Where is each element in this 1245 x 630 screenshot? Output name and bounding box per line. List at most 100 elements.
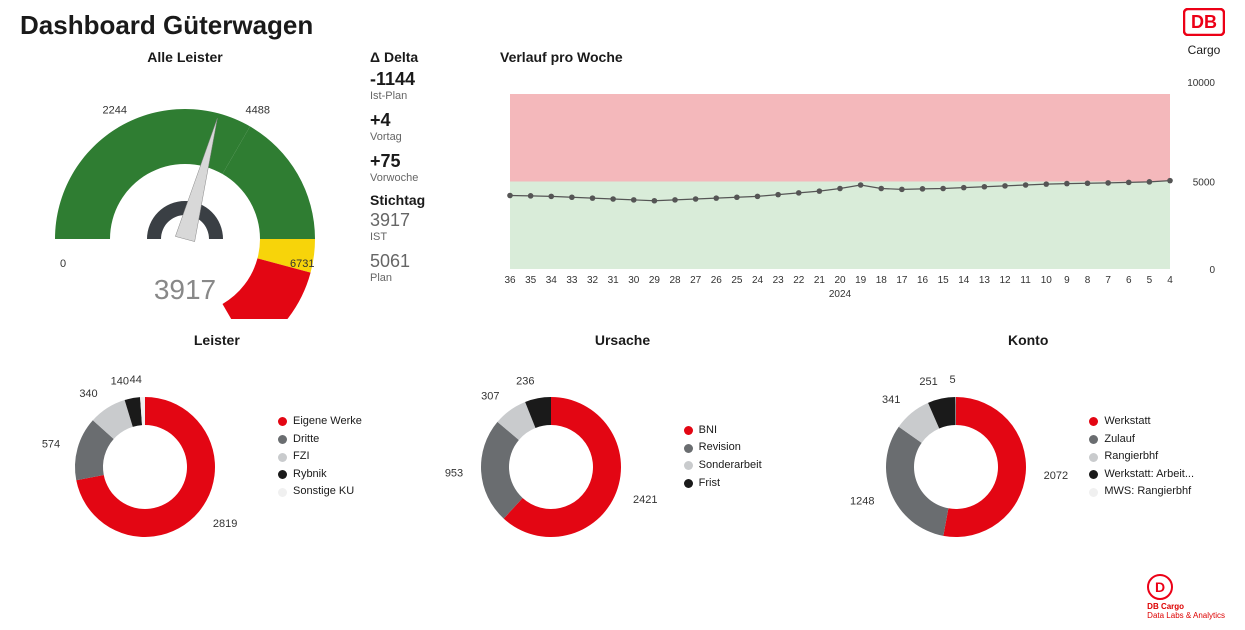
svg-text:10: 10 bbox=[1041, 275, 1053, 286]
legend-dot-icon bbox=[278, 453, 287, 462]
gauge-chart: 39170673122444488 bbox=[20, 69, 350, 319]
legend-dot-icon bbox=[278, 488, 287, 497]
legend-label: BNI bbox=[699, 422, 717, 440]
legend-dot-icon bbox=[1089, 453, 1098, 462]
svg-text:35: 35 bbox=[525, 275, 537, 286]
legend-item: Revision bbox=[684, 439, 762, 457]
svg-text:5: 5 bbox=[1147, 275, 1153, 286]
svg-text:7: 7 bbox=[1105, 275, 1111, 286]
legend-label: Frist bbox=[699, 475, 720, 493]
svg-text:25: 25 bbox=[731, 275, 743, 286]
line-chart: 1000050000363534333231302928272625242322… bbox=[500, 69, 1220, 309]
legend-item: FZI bbox=[278, 448, 362, 466]
donut-title: Konto bbox=[831, 332, 1225, 348]
legend-item: Sonderarbeit bbox=[684, 457, 762, 475]
svg-text:13: 13 bbox=[979, 275, 991, 286]
gauge-title: Alle Leister bbox=[20, 49, 350, 65]
svg-text:2819: 2819 bbox=[213, 518, 237, 530]
svg-text:4: 4 bbox=[1167, 275, 1173, 286]
svg-text:5: 5 bbox=[950, 374, 956, 386]
legend-dot-icon bbox=[684, 444, 693, 453]
legend-item: Rybnik bbox=[278, 466, 362, 484]
svg-text:16: 16 bbox=[917, 275, 929, 286]
svg-text:19: 19 bbox=[855, 275, 867, 286]
svg-text:33: 33 bbox=[566, 275, 578, 286]
svg-text:8: 8 bbox=[1085, 275, 1091, 286]
legend-label: Rangierbhf bbox=[1104, 448, 1158, 466]
svg-text:11: 11 bbox=[1020, 275, 1031, 286]
delta-value: +4 bbox=[370, 110, 480, 131]
legend-dot-icon bbox=[1089, 488, 1098, 497]
svg-text:340: 340 bbox=[79, 388, 97, 400]
svg-text:23: 23 bbox=[773, 275, 785, 286]
svg-text:32: 32 bbox=[587, 275, 599, 286]
svg-text:15: 15 bbox=[938, 275, 950, 286]
brand-logo: DB Cargo bbox=[1183, 8, 1225, 57]
svg-text:2072: 2072 bbox=[1044, 470, 1068, 482]
svg-text:140: 140 bbox=[111, 375, 129, 387]
legend-label: Dritte bbox=[293, 431, 319, 449]
footer-logo: D DB Cargo Data Labs & Analytics bbox=[1147, 574, 1225, 620]
svg-text:21: 21 bbox=[814, 275, 826, 286]
donut-legend: WerkstattZulaufRangierbhfWerkstatt: Arbe… bbox=[1089, 413, 1194, 501]
svg-text:2421: 2421 bbox=[633, 494, 657, 506]
legend-label: Revision bbox=[699, 439, 741, 457]
delta-label: Vortag bbox=[370, 131, 480, 143]
svg-text:14: 14 bbox=[958, 275, 970, 286]
legend-item: Dritte bbox=[278, 431, 362, 449]
svg-text:6: 6 bbox=[1126, 275, 1132, 286]
svg-text:27: 27 bbox=[690, 275, 702, 286]
delta-value: -1144 bbox=[370, 69, 480, 90]
legend-item: Werkstatt: Arbeit... bbox=[1089, 466, 1194, 484]
svg-text:44: 44 bbox=[130, 374, 142, 386]
legend-label: Sonstige KU bbox=[293, 483, 354, 501]
legend-item: Werkstatt bbox=[1089, 413, 1194, 431]
svg-text:29: 29 bbox=[649, 275, 661, 286]
svg-text:34: 34 bbox=[546, 275, 558, 286]
svg-text:1248: 1248 bbox=[850, 495, 874, 507]
legend-label: FZI bbox=[293, 448, 310, 466]
stichtag-ist-label: IST bbox=[370, 231, 480, 243]
svg-text:D: D bbox=[1155, 579, 1165, 595]
legend-item: Rangierbhf bbox=[1089, 448, 1194, 466]
donut-chart: 207212483412515 bbox=[831, 352, 1081, 562]
legend-label: MWS: Rangierbhf bbox=[1104, 483, 1191, 501]
svg-text:31: 31 bbox=[608, 275, 620, 286]
legend-item: Sonstige KU bbox=[278, 483, 362, 501]
stichtag-plan-label: Plan bbox=[370, 272, 480, 284]
svg-text:4488: 4488 bbox=[246, 104, 270, 116]
svg-text:30: 30 bbox=[628, 275, 640, 286]
svg-text:24: 24 bbox=[752, 275, 764, 286]
svg-text:3917: 3917 bbox=[154, 274, 216, 305]
svg-text:18: 18 bbox=[876, 275, 888, 286]
svg-text:22: 22 bbox=[793, 275, 805, 286]
svg-text:26: 26 bbox=[711, 275, 723, 286]
svg-text:0: 0 bbox=[1209, 265, 1215, 276]
legend-item: MWS: Rangierbhf bbox=[1089, 483, 1194, 501]
legend-dot-icon bbox=[278, 417, 287, 426]
svg-text:20: 20 bbox=[834, 275, 846, 286]
legend-dot-icon bbox=[1089, 470, 1098, 479]
legend-item: Zulauf bbox=[1089, 431, 1194, 449]
legend-item: Eigene Werke bbox=[278, 413, 362, 431]
donut-legend: Eigene WerkeDritteFZIRybnikSonstige KU bbox=[278, 413, 362, 501]
svg-text:251: 251 bbox=[920, 376, 938, 388]
delta-label: Vorwoche bbox=[370, 172, 480, 184]
svg-text:2244: 2244 bbox=[103, 104, 127, 116]
legend-dot-icon bbox=[1089, 417, 1098, 426]
legend-dot-icon bbox=[278, 435, 287, 444]
brand-sub: Cargo bbox=[1183, 43, 1225, 57]
donut-title: Ursache bbox=[426, 332, 820, 348]
stichtag-ist-value: 3917 bbox=[370, 210, 480, 231]
legend-dot-icon bbox=[684, 479, 693, 488]
legend-dot-icon bbox=[278, 470, 287, 479]
svg-text:6731: 6731 bbox=[290, 258, 314, 270]
svg-text:28: 28 bbox=[669, 275, 681, 286]
svg-text:17: 17 bbox=[896, 275, 908, 286]
svg-text:12: 12 bbox=[999, 275, 1011, 286]
legend-dot-icon bbox=[1089, 435, 1098, 444]
svg-text:10000: 10000 bbox=[1187, 78, 1215, 89]
svg-text:5000: 5000 bbox=[1193, 178, 1216, 189]
svg-text:2024: 2024 bbox=[829, 289, 852, 300]
legend-label: Rybnik bbox=[293, 466, 327, 484]
